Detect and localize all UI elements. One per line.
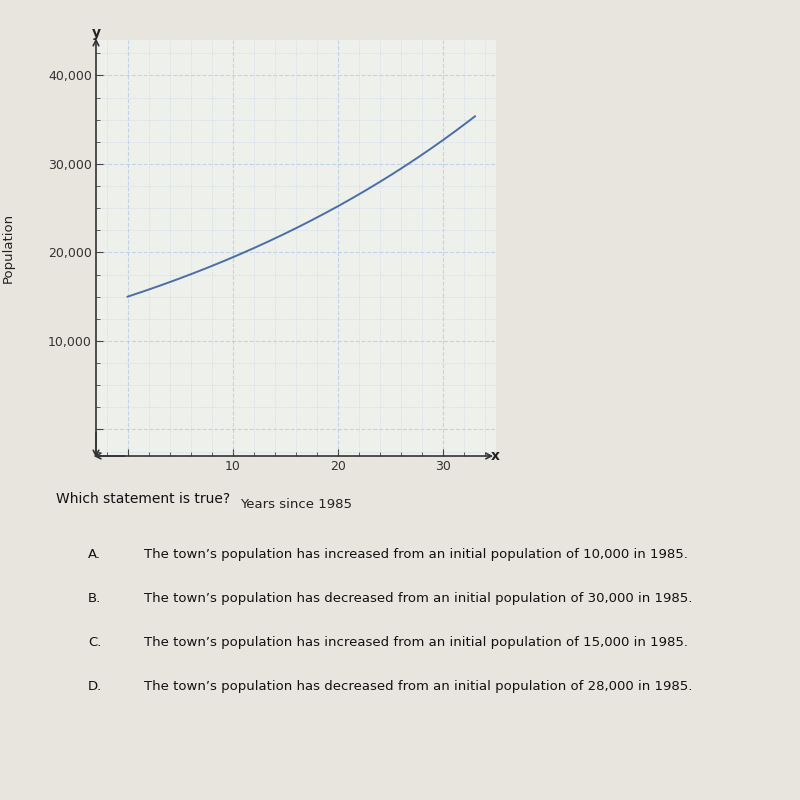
Text: The town’s population has decreased from an initial population of 28,000 in 1985: The town’s population has decreased from…	[144, 680, 692, 693]
Text: A.: A.	[88, 548, 101, 561]
Text: y: y	[91, 26, 101, 40]
Text: D.: D.	[88, 680, 102, 693]
Text: Which statement is true?: Which statement is true?	[56, 492, 230, 506]
Text: C.: C.	[88, 636, 102, 649]
Text: The town’s population has increased from an initial population of 15,000 in 1985: The town’s population has increased from…	[144, 636, 688, 649]
Text: x: x	[490, 449, 500, 463]
Text: The town’s population has decreased from an initial population of 30,000 in 1985: The town’s population has decreased from…	[144, 592, 692, 605]
Text: Years since 1985: Years since 1985	[240, 498, 352, 510]
Text: Population: Population	[2, 213, 14, 283]
Text: B.: B.	[88, 592, 102, 605]
Text: The town’s population has increased from an initial population of 10,000 in 1985: The town’s population has increased from…	[144, 548, 688, 561]
